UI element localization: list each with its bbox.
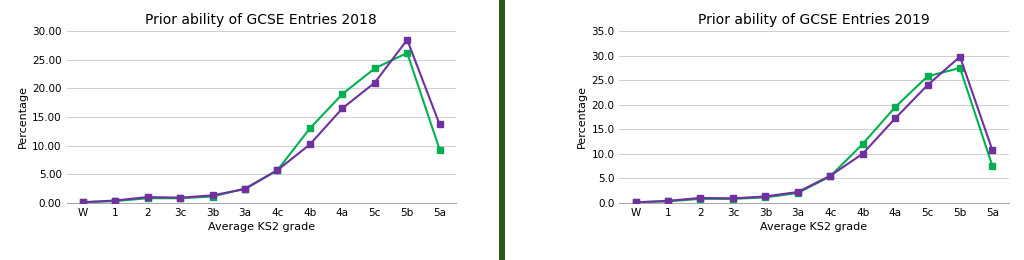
CS Boys [824,175,837,178]
CS Boys [141,197,154,200]
CS Girls [824,174,837,177]
CS Girls [694,196,707,199]
CS Girls [207,194,219,197]
CS Girls [369,81,381,84]
CS Boys [401,51,414,55]
CS Girls [630,201,642,204]
CS Girls [336,107,348,110]
CS Girls [239,187,251,191]
CS Girls [141,196,154,199]
CS Boys [986,165,998,168]
Y-axis label: Percentage: Percentage [578,86,587,148]
CS Girls [77,201,89,204]
CS Boys [77,201,89,204]
Title: Prior ability of GCSE Entries 2019: Prior ability of GCSE Entries 2019 [698,13,930,27]
CS Girls [174,196,186,199]
CS Boys [856,142,868,146]
CS Boys [792,191,804,194]
CS Girls [727,197,739,200]
CS Boys [662,200,674,203]
CS Girls [433,123,445,126]
CS Boys [271,169,284,172]
Line: CS Girls: CS Girls [633,54,995,205]
CS Girls [953,55,966,58]
CS Boys [759,196,771,199]
Line: CS Boys: CS Boys [633,65,995,205]
CS Boys [727,197,739,200]
X-axis label: Average KS2 grade: Average KS2 grade [208,222,314,232]
CS Girls [759,195,771,198]
Line: CS Boys: CS Boys [80,50,442,205]
CS Girls [792,191,804,194]
CS Girls [401,38,414,41]
CS Girls [662,199,674,202]
CS Girls [889,117,901,120]
CS Boys [433,148,445,151]
CS Boys [630,201,642,204]
CS Girls [304,143,316,146]
X-axis label: Average KS2 grade: Average KS2 grade [761,222,867,232]
Line: CS Girls: CS Girls [80,37,442,205]
CS Girls [856,152,868,155]
CS Girls [986,149,998,152]
CS Boys [694,197,707,200]
CS Boys [239,187,251,190]
CS Boys [110,199,122,203]
CS Boys [207,195,219,198]
CS Boys [174,197,186,200]
Y-axis label: Percentage: Percentage [17,86,28,148]
CS Girls [271,169,284,172]
CS Boys [336,93,348,96]
CS Boys [953,66,966,69]
CS Girls [110,199,122,202]
CS Boys [369,67,381,70]
CS Boys [922,75,934,78]
CS Girls [922,83,934,87]
CS Boys [304,127,316,130]
CS Boys [889,106,901,109]
Title: Prior ability of GCSE Entries 2018: Prior ability of GCSE Entries 2018 [145,13,377,27]
